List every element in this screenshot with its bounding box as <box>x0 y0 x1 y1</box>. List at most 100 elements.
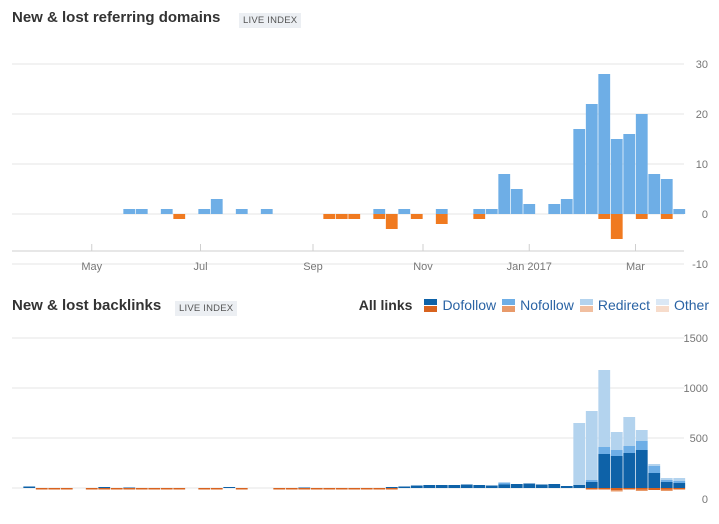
redirect-swatch <box>579 298 593 312</box>
dofollow-lost-bar <box>585 488 598 490</box>
chart-title-backlinks: New & lost backlinks <box>12 297 162 314</box>
dofollow-bar <box>498 484 511 488</box>
lost-domains-bar <box>335 214 348 219</box>
lost-domains-bar <box>473 214 486 219</box>
dofollow-lost-bar <box>148 488 161 490</box>
new-domains-bar <box>210 199 223 214</box>
dofollow-lost-bar <box>385 488 398 490</box>
dofollow-bar <box>473 485 486 488</box>
nofollow-bar <box>673 481 686 483</box>
new-domains-bar <box>160 209 173 214</box>
dofollow-lost-bar <box>123 488 136 490</box>
legend-all-links[interactable]: All links <box>358 297 413 313</box>
lost-domains-bar <box>385 214 398 229</box>
legend-redirect[interactable]: Redirect <box>579 297 650 313</box>
lost-domains-bar <box>373 214 386 219</box>
dofollow-lost-bar <box>348 488 361 490</box>
nofollow-bar <box>585 480 598 482</box>
dofollow-lost-bar <box>285 488 298 490</box>
legend-redirect-label: Redirect <box>597 297 650 313</box>
new-domains-bar <box>660 179 673 214</box>
dofollow-lost-bar <box>623 488 636 490</box>
legend-other[interactable]: Other <box>655 297 709 313</box>
dofollow-lost-bar <box>110 488 123 490</box>
new-domains-bar <box>435 209 448 214</box>
dofollow-bar <box>660 482 673 488</box>
lost-domains-bar <box>610 214 623 239</box>
dofollow-bar <box>98 487 111 488</box>
dofollow-bar <box>635 450 648 488</box>
legend-nofollow-label: Nofollow <box>520 297 574 313</box>
new-domains-bar <box>648 174 661 214</box>
dofollow-bar <box>573 485 586 488</box>
dofollow-lost-bar <box>48 488 61 490</box>
dofollow-lost-bar <box>335 488 348 490</box>
new-domains-bar <box>198 209 211 214</box>
dofollow-bar <box>398 486 411 488</box>
new-domains-bar <box>610 139 623 214</box>
lost-domains-bar <box>435 214 448 224</box>
nofollow-bar <box>623 446 636 453</box>
dofollow-bar <box>485 485 498 488</box>
lost-domains-bar <box>348 214 361 219</box>
x-tick-label: May <box>81 261 102 273</box>
y-tick-label: 0 <box>702 494 708 506</box>
dofollow-bar <box>460 484 473 488</box>
dofollow-lost-bar <box>373 488 386 490</box>
nofollow-bar <box>598 447 611 454</box>
referring-domains-chart: 30 20 10 0 -10 May Jul Sep Nov Jan 2017 Mar <box>12 59 708 273</box>
dofollow-lost-bar <box>648 488 661 490</box>
dofollow-bar <box>435 485 448 488</box>
y-tick-label: -10 <box>692 259 708 271</box>
redirect-bar <box>610 432 623 450</box>
dofollow-lost-bar <box>635 488 648 490</box>
nofollow-bar <box>498 482 511 485</box>
legend-nofollow[interactable]: Nofollow <box>502 297 574 313</box>
live-index-badge: LIVE INDEX <box>239 13 302 28</box>
new-domains-bar <box>135 209 148 214</box>
backlinks-chart: 1500 1000 500 0 <box>12 333 708 506</box>
dofollow-lost-bar <box>360 488 373 490</box>
x-tick-label: Jul <box>193 261 207 273</box>
dofollow-lost-bar <box>310 488 323 490</box>
dofollow-lost-bar <box>610 488 623 490</box>
redirect-bar <box>623 417 636 446</box>
new-domains-bar <box>598 74 611 214</box>
new-domains-bar <box>573 129 586 214</box>
legend-other-label: Other <box>673 297 709 313</box>
lost-domains-bar <box>323 214 336 219</box>
legend-dofollow[interactable]: Dofollow <box>424 297 496 313</box>
nofollow-bar <box>660 480 673 482</box>
dofollow-lost-bar <box>173 488 186 490</box>
dofollow-bar <box>523 483 536 488</box>
dofollow-lost-bar <box>673 488 686 490</box>
new-domains-bar <box>260 209 273 214</box>
dofollow-swatch <box>424 298 438 312</box>
other-swatch <box>655 298 669 312</box>
dofollow-bar <box>23 486 36 488</box>
new-domains-bar <box>635 114 648 214</box>
y-tick-label: 0 <box>702 209 708 221</box>
dofollow-bar <box>560 486 573 488</box>
dofollow-bar <box>423 485 436 488</box>
nofollow-lost-bar <box>660 489 673 491</box>
live-index-badge-backlinks: LIVE INDEX <box>175 301 238 316</box>
nofollow-lost-bar <box>635 489 648 491</box>
redirect-bar <box>648 464 661 466</box>
new-domains-bar <box>523 204 536 214</box>
dofollow-lost-bar <box>98 488 111 490</box>
dofollow-lost-bar <box>160 488 173 490</box>
x-tick-label: Mar <box>626 261 645 273</box>
backlinks-legend: All links Dofollow Nofollow Redirect Oth… <box>359 297 709 313</box>
x-tick-label: Nov <box>413 261 433 273</box>
dofollow-lost-bar <box>660 488 673 490</box>
dofollow-lost-bar <box>85 488 98 490</box>
y-tick-label: 500 <box>690 433 708 445</box>
dofollow-lost-bar <box>35 488 48 490</box>
lost-domains-bar <box>660 214 673 219</box>
new-domains-bar <box>548 204 561 214</box>
dofollow-bar <box>623 453 636 488</box>
redirect-bar <box>635 430 648 441</box>
dofollow-bar <box>510 484 523 488</box>
redirect-bar <box>673 478 686 481</box>
